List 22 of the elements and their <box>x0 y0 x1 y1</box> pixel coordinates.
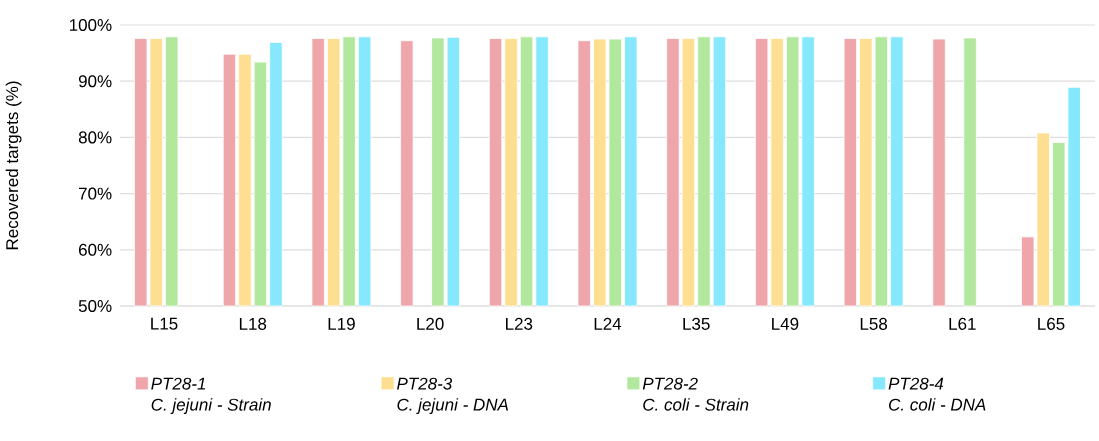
x-tick-label: L49 <box>772 317 799 330</box>
x-tick-label: L61 <box>949 317 976 330</box>
x-tick-label: L23 <box>506 317 533 330</box>
y-tick-label: 60% <box>78 243 112 256</box>
x-tick-label: L24 <box>594 317 622 330</box>
x-tick-label: L35 <box>683 317 710 330</box>
legend-label: PT28-3 C. jejuni - DNA <box>397 377 508 415</box>
x-tick-label: L20 <box>417 317 444 330</box>
x-tick-label: L19 <box>328 317 355 330</box>
legend-label: PT28-4 C. coli - DNA <box>888 377 986 411</box>
x-tick-label: L15 <box>151 317 178 330</box>
y-axis-title: Recovered targets (%) <box>5 81 22 250</box>
y-tick-label: 100% <box>69 18 112 32</box>
x-tick-label: L58 <box>860 317 888 330</box>
x-tick-label: L18 <box>239 317 267 330</box>
y-tick-label: 90% <box>78 75 112 88</box>
y-tick-label: 50% <box>78 299 112 313</box>
y-tick-label: 70% <box>79 187 112 200</box>
legend-label: PT28-2 C. coli - Strain <box>642 377 749 411</box>
legend-label: PT28-1 C. jejuni - Strain <box>151 377 271 415</box>
x-tick-label: L65 <box>1038 317 1065 330</box>
y-tick-label: 80% <box>78 131 112 144</box>
